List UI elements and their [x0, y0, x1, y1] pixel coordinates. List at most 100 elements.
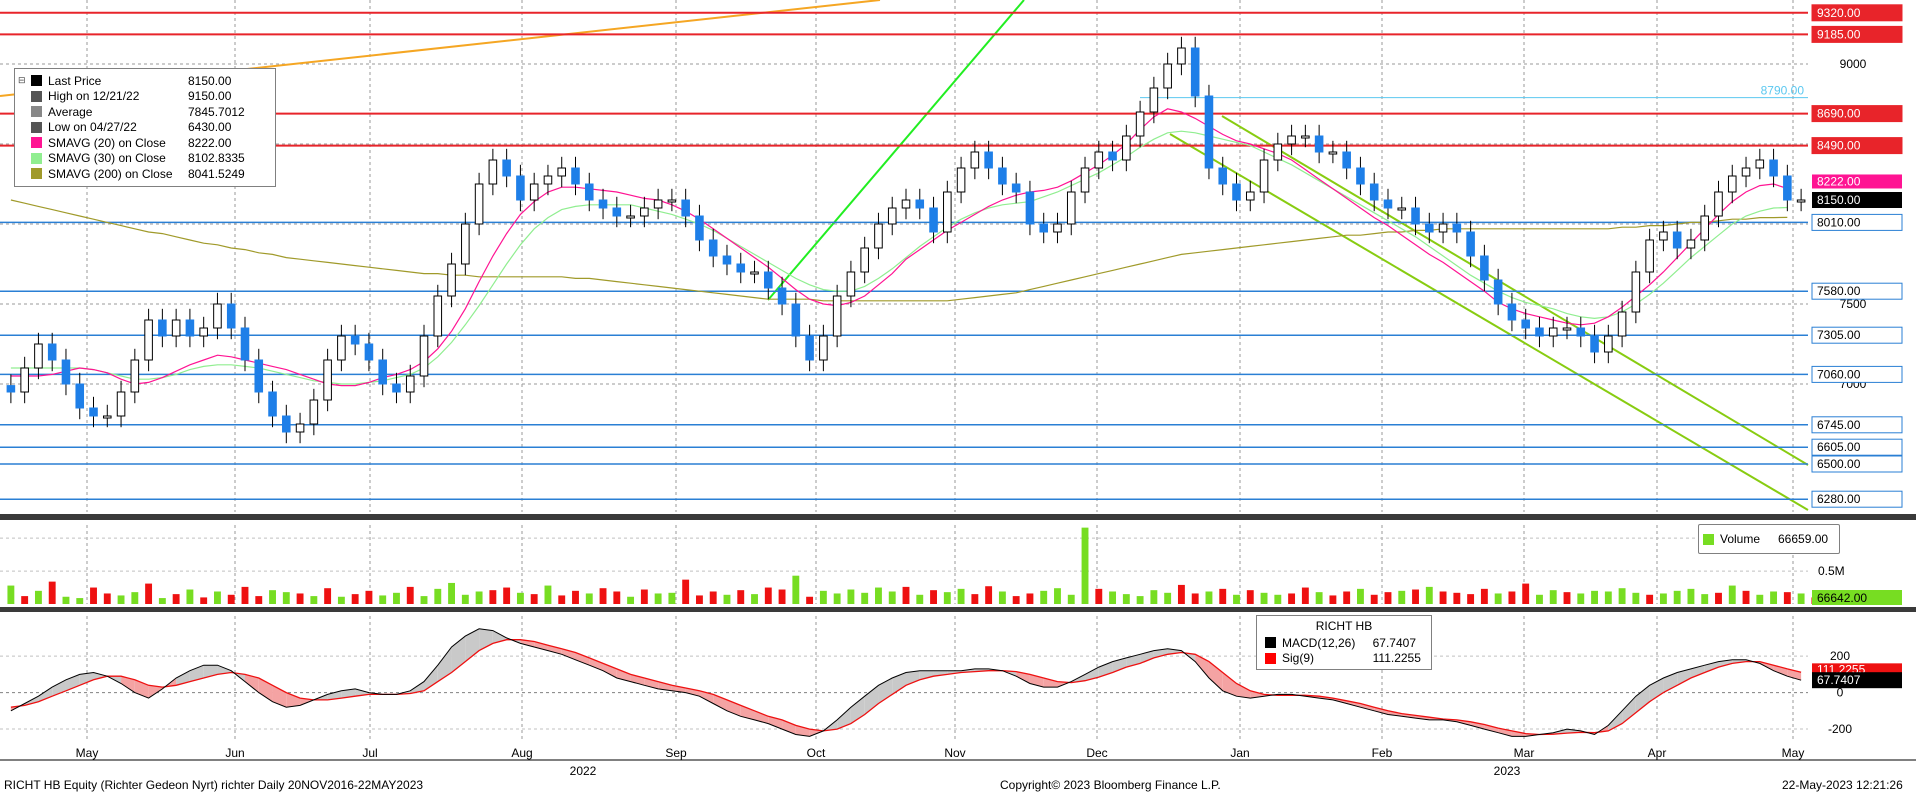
legend-swatch	[31, 90, 42, 102]
volume-bar	[241, 586, 249, 604]
volume-bar	[1632, 592, 1640, 604]
candle-body	[488, 159, 498, 185]
macd-fill	[685, 688, 700, 697]
volume-bar	[682, 579, 690, 604]
candle-body	[571, 167, 580, 185]
volume-bar	[1054, 588, 1061, 604]
macd-axis-label: 200	[1830, 649, 1850, 663]
candle-body	[1686, 239, 1696, 249]
macd-fill	[1635, 685, 1650, 713]
volume-bar	[1439, 591, 1447, 604]
volume-bar	[420, 596, 428, 604]
candle-body	[1369, 183, 1379, 201]
macd-legend-title: RICHT HB	[1315, 619, 1373, 633]
macd-fill	[1374, 707, 1388, 715]
x-axis-month-label: Jul	[362, 746, 377, 760]
candle-body	[295, 423, 305, 433]
volume-last-tag-label: 66642.00	[1817, 591, 1867, 605]
volume-bar	[861, 592, 869, 604]
macd-fill	[244, 674, 259, 693]
volume-bar	[572, 590, 579, 604]
price-level-tag-label: 7060.00	[1817, 367, 1861, 381]
macd-fill	[341, 688, 356, 699]
macd-fill	[1415, 715, 1430, 720]
candle-body	[158, 319, 167, 337]
candle-body	[1562, 327, 1572, 331]
candle-body	[1576, 327, 1586, 337]
price-level-tag-label: 9320.00	[1817, 6, 1861, 20]
candle-body	[1755, 159, 1765, 169]
volume-axis-label: 0.5M	[1818, 564, 1845, 578]
macd-fill	[121, 676, 135, 693]
candle-body	[75, 383, 85, 409]
candle-body	[819, 335, 828, 361]
candle-body	[667, 199, 677, 203]
candle-body	[1617, 311, 1627, 337]
legend-swatch	[31, 137, 42, 149]
price-level-tag	[1811, 326, 1903, 344]
volume-bar	[1026, 593, 1034, 604]
price-level-tag	[1811, 455, 1903, 473]
macd-axis-label: -200	[1828, 722, 1852, 736]
volume-bar	[1343, 591, 1351, 604]
legend-swatch	[31, 106, 42, 118]
candle-body	[1218, 167, 1228, 185]
volume-bar	[269, 590, 276, 604]
price-level-tag-label: 8690.00	[1817, 107, 1861, 121]
candle-body	[1466, 231, 1475, 257]
macd-fill	[148, 685, 163, 699]
candle-body	[984, 151, 993, 169]
candle-body	[722, 255, 732, 265]
volume-bar	[1618, 588, 1626, 604]
volume-bar	[1453, 592, 1461, 604]
volume-legend[interactable]: Volume 66659.00	[1698, 524, 1840, 554]
volume-bar	[1191, 593, 1199, 604]
volume-bar	[158, 598, 166, 604]
legend-swatch	[31, 168, 42, 180]
volume-bar	[337, 596, 345, 604]
macd-fill	[1498, 728, 1512, 737]
price-level-tag-label: 8010.00	[1817, 215, 1861, 229]
volume-bar	[1095, 588, 1103, 604]
macd-fill	[217, 665, 232, 675]
candle-body	[846, 271, 856, 297]
candle-body	[199, 327, 208, 337]
candle-body	[405, 375, 415, 393]
legend-swatch	[1703, 533, 1714, 545]
collapse-icon[interactable]: ⊟	[18, 75, 26, 85]
volume-bar	[1067, 594, 1075, 604]
macd-fill	[1222, 672, 1237, 697]
volume-bar	[737, 590, 745, 604]
macd-fill	[1511, 730, 1526, 737]
volume-bar	[1122, 594, 1130, 604]
macd-fill	[906, 670, 920, 686]
candle-body	[1438, 223, 1448, 233]
volume-bar	[654, 593, 662, 604]
volume-bar	[723, 594, 731, 604]
volume-bar	[172, 594, 180, 604]
candle-body	[901, 199, 911, 209]
candle-body	[378, 359, 387, 385]
candle-body	[1232, 183, 1241, 201]
volume-bar	[1728, 585, 1736, 604]
candle-body	[34, 343, 43, 369]
last-price-tag	[1812, 192, 1902, 208]
macd-fill	[451, 636, 466, 673]
volume-bar	[1659, 593, 1667, 604]
candle-body	[1727, 175, 1737, 193]
candle-body	[1480, 255, 1489, 281]
volume-bar	[1425, 586, 1433, 604]
volume-bar	[76, 598, 84, 604]
price-legend[interactable]: ⊟ Last Price 8150.00 High on 12/21/22 9150.…	[14, 68, 276, 187]
macd-legend[interactable]: RICHT HB MACD(12,26) 67.7407 Sig(9) 111.225…	[1256, 615, 1432, 670]
sma30-line	[10, 130, 1788, 385]
volume-bar	[806, 596, 814, 604]
macd-fill	[547, 645, 562, 655]
candle-body	[185, 319, 195, 337]
candle-body	[1287, 135, 1296, 145]
price-level-tag	[1811, 25, 1903, 43]
volume-bar	[930, 590, 937, 604]
x-axis-month-label: Sep	[665, 746, 687, 760]
legend-name: Low on 04/27/22	[48, 120, 137, 135]
macd-fill	[1043, 678, 1058, 688]
